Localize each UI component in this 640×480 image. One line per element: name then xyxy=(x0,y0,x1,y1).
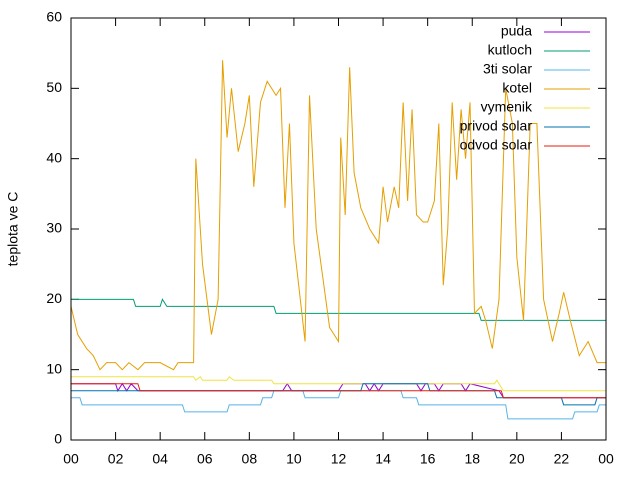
x-tick-label: 14 xyxy=(375,451,391,467)
series-line xyxy=(71,383,606,406)
x-tick-label: 02 xyxy=(108,451,124,467)
x-tick-label: 00 xyxy=(598,451,614,467)
legend-label: 3ti solar xyxy=(483,61,532,77)
legend-label: puda xyxy=(501,23,532,39)
legend-label: kotel xyxy=(502,80,532,96)
x-tick-label: 00 xyxy=(63,451,79,467)
y-tick-label: 60 xyxy=(46,9,62,25)
legend-label: vymenik xyxy=(481,99,533,115)
series-line xyxy=(71,375,606,392)
x-tick-label: 08 xyxy=(242,451,258,467)
x-tick-label: 10 xyxy=(286,451,302,467)
x-tick-label: 20 xyxy=(509,451,525,467)
legend-label: odvod solar xyxy=(460,137,533,153)
y-tick-label: 40 xyxy=(46,149,62,165)
y-tick-label: 20 xyxy=(46,290,62,306)
x-tick-label: 04 xyxy=(152,451,168,467)
y-tick-label: 0 xyxy=(54,431,62,447)
series-line xyxy=(71,390,606,420)
x-tick-label: 22 xyxy=(554,451,570,467)
series-line xyxy=(71,383,606,399)
y-tick-label: 50 xyxy=(46,79,62,95)
y-axis-label: teplota ve C xyxy=(5,192,21,267)
plot-border xyxy=(70,17,607,441)
x-tick-label: 06 xyxy=(197,451,213,467)
series-line xyxy=(70,60,606,371)
legend-label: privod solar xyxy=(460,118,533,134)
y-tick-label: 10 xyxy=(46,360,62,376)
y-tick-label: 30 xyxy=(46,220,62,236)
x-tick-label: 18 xyxy=(464,451,480,467)
x-tick-label: 12 xyxy=(331,451,347,467)
series-line xyxy=(71,298,606,321)
legend-label: kutloch xyxy=(488,42,532,58)
x-tick-label: 16 xyxy=(420,451,436,467)
